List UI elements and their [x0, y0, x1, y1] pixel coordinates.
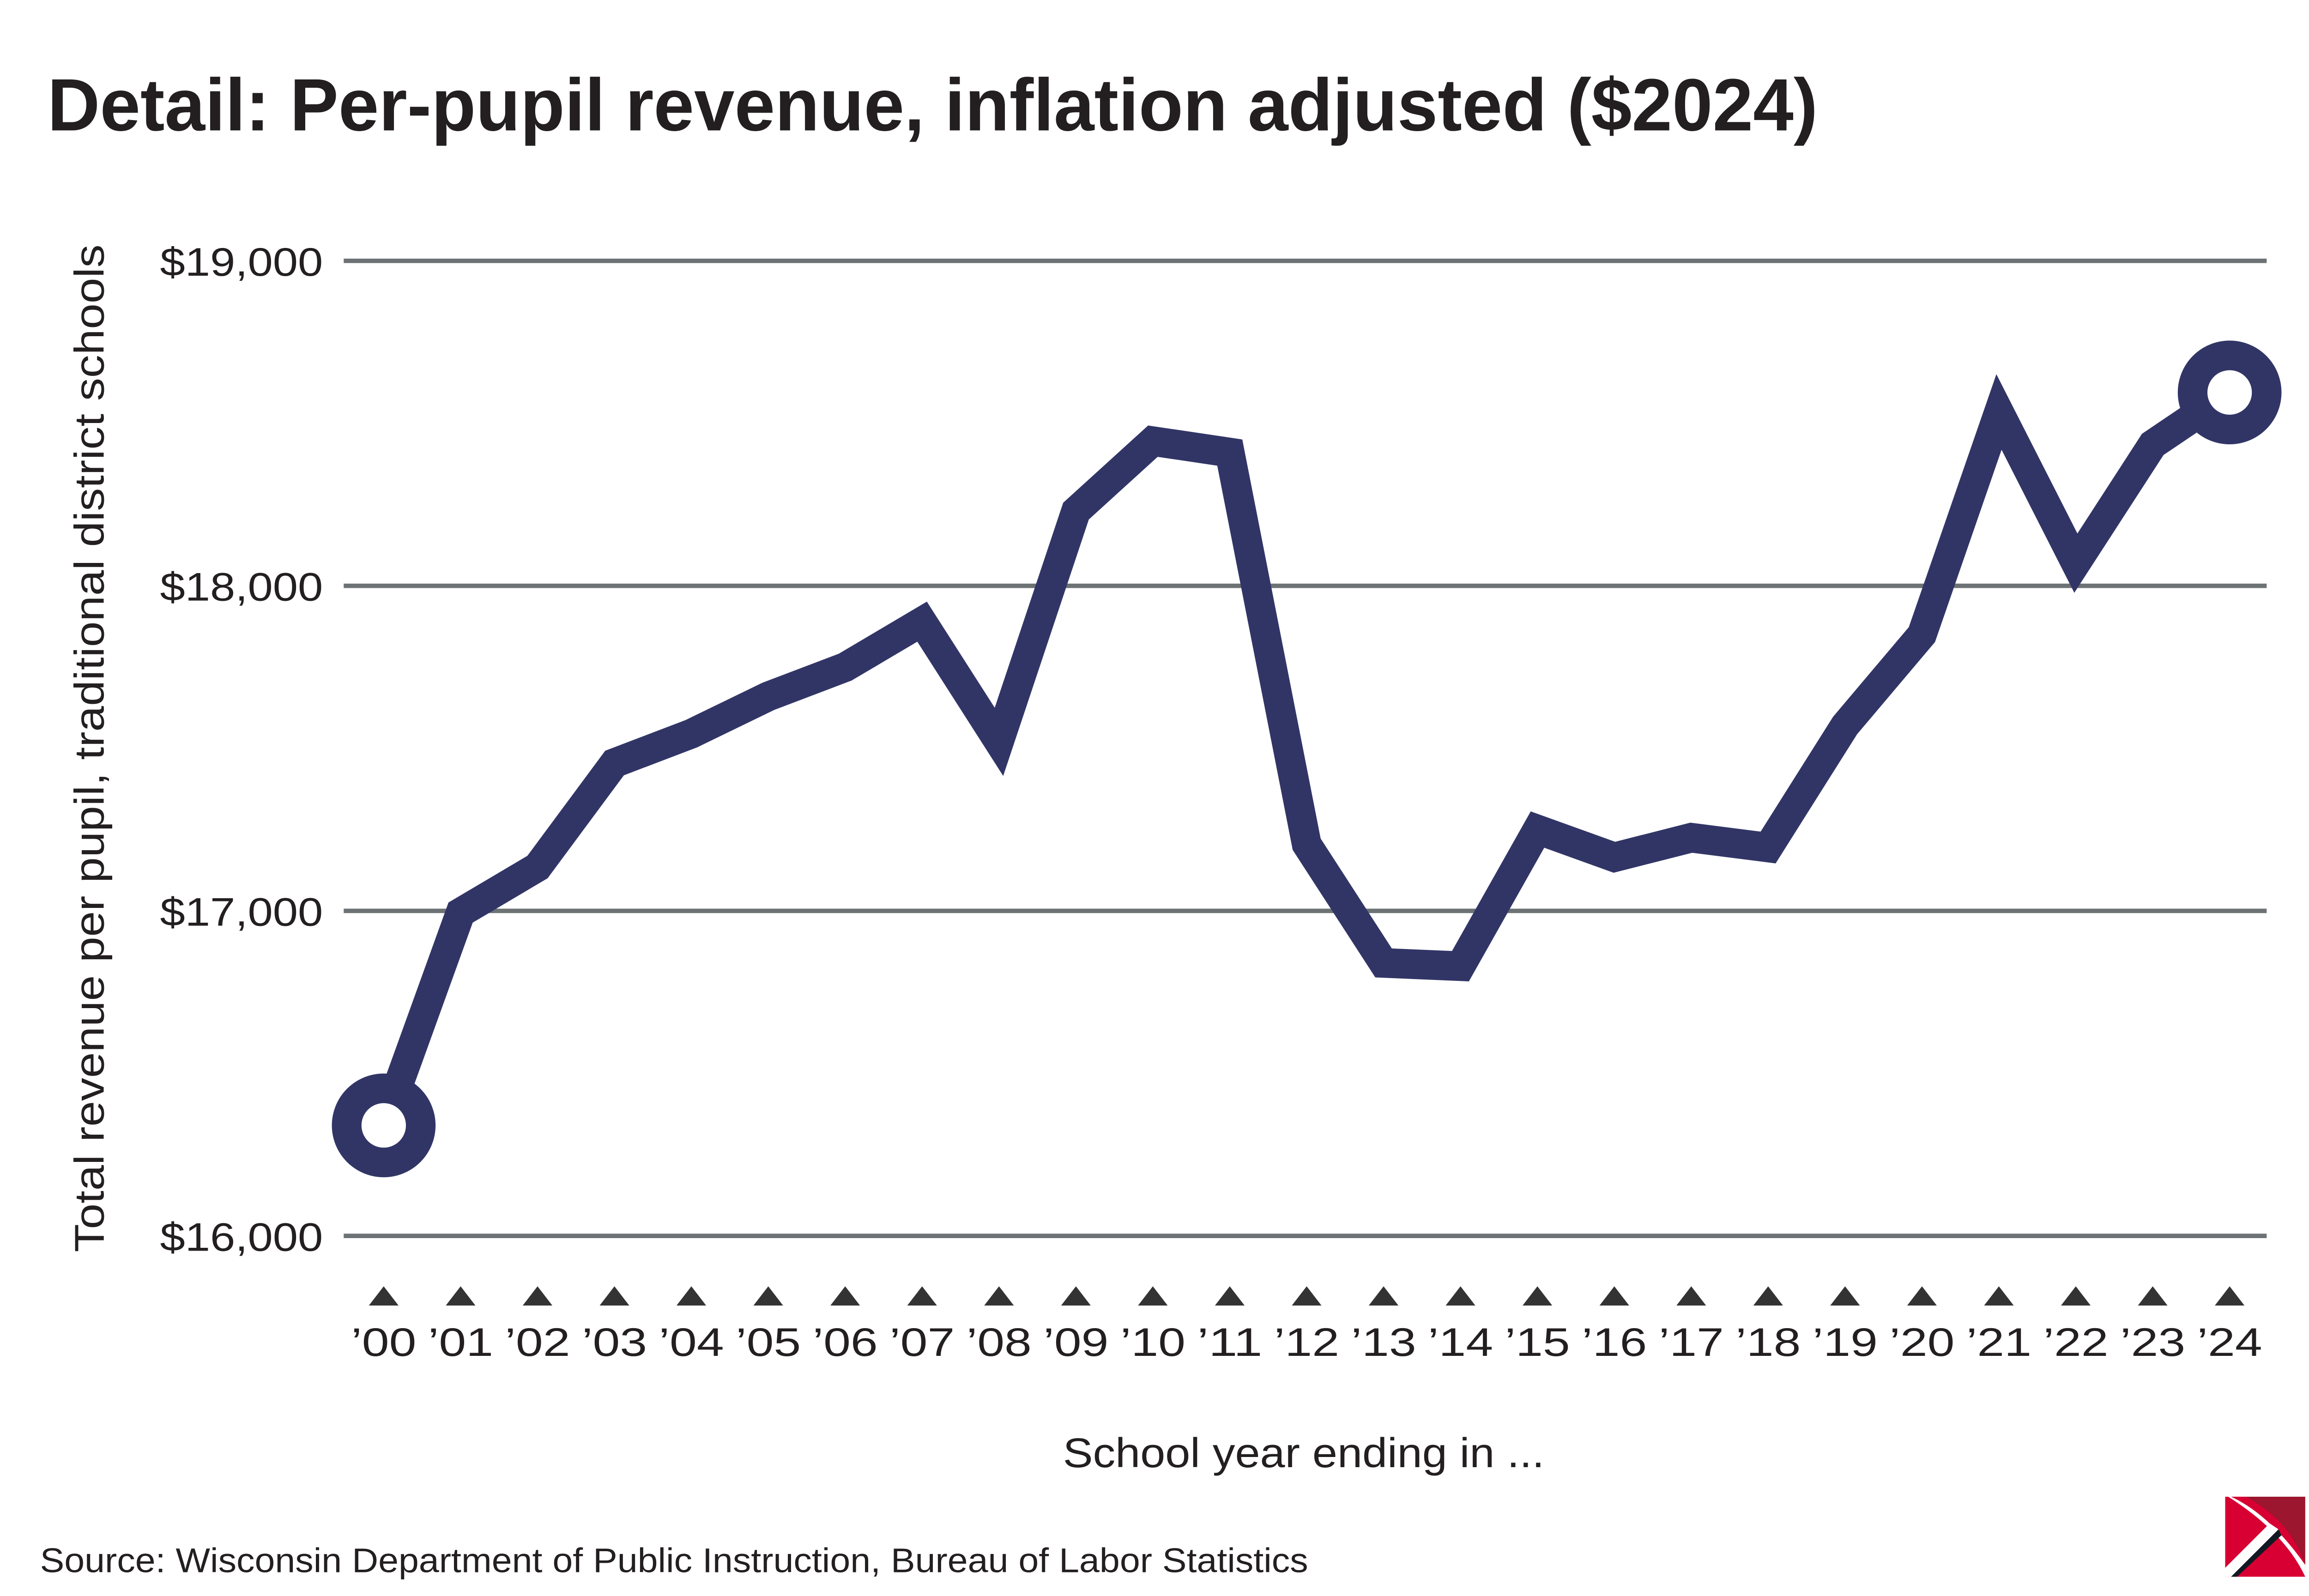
series [332, 340, 2282, 1178]
x-tick-label: ’21 [1966, 1320, 2031, 1365]
x-tick-marker-icon [1907, 1286, 1937, 1306]
x-tick-label: ’15 [1505, 1320, 1570, 1365]
data-point [1768, 847, 1769, 848]
x-tick-marker-icon [446, 1286, 476, 1306]
x-tick-marker-icon [369, 1286, 399, 1306]
x-tick-marker-icon [2138, 1286, 2168, 1306]
x-tick-marker-icon [1445, 1286, 1475, 1306]
x-tick-label: ’10 [1120, 1320, 1185, 1365]
x-tick-marker-icon [2061, 1286, 2091, 1306]
x-tick-labels: ’00 ’01 ’02 ’03 ’04 ’05 ’06’07 ’08’09 ’10 ’11 ’12 ’… [351, 1286, 2262, 1365]
x-tick-marker-icon [522, 1286, 553, 1306]
x-tick-marker-icon [1753, 1286, 1783, 1306]
x-tick-marker-icon [1061, 1286, 1091, 1306]
x-tick-marker-icon [1984, 1286, 2014, 1306]
x-tick-marker-icon [1368, 1286, 1399, 1306]
x-tick-marker-icon [907, 1286, 937, 1306]
x-tick-marker-icon [1830, 1286, 1860, 1306]
x-tick-marker-icon [677, 1286, 707, 1306]
x-tick-label: ’12 [1274, 1320, 1339, 1365]
y-tick-label: $17,000 [160, 890, 323, 934]
y-axis-label: Total revenue per pupil, traditional dis… [67, 244, 113, 1252]
x-tick-marker-icon [984, 1286, 1014, 1306]
x-tick-label: ’05 [736, 1320, 801, 1365]
y-tick-label: $18,000 [160, 565, 323, 610]
x-tick-label: ’14 [1428, 1320, 1493, 1365]
x-tick-label: ’19 [1813, 1320, 1878, 1365]
data-point [1537, 829, 1538, 830]
data-point [2152, 444, 2153, 445]
chart-title: Detail: Per-pupil revenue, inflation adj… [48, 63, 1818, 146]
x-tick-marker-icon [1523, 1286, 1553, 1306]
x-tick-label: ’11 [1197, 1320, 1262, 1365]
x-tick-label: ’17 [1659, 1320, 1724, 1365]
x-tick-label: ’00 [351, 1320, 416, 1365]
x-tick-label: ’23 [2120, 1320, 2185, 1365]
source-note: Source: Wisconsin Department of Public I… [40, 1542, 1308, 1580]
x-tick-label: ’06 [813, 1320, 878, 1365]
data-point [1306, 844, 1307, 845]
endpoint-marker [332, 1073, 436, 1178]
x-tick-label: ’03 [582, 1320, 647, 1365]
x-tick-label: ’08 [967, 1320, 1032, 1365]
x-tick-marker-icon [1292, 1286, 1322, 1306]
x-tick-label: ’22 [2043, 1320, 2108, 1365]
x-tick-marker-icon [753, 1286, 783, 1306]
endpoint-marker [2177, 340, 2282, 445]
x-tick-label: ’01 [428, 1320, 493, 1365]
data-point [1460, 966, 1461, 967]
x-tick-marker-icon [1138, 1286, 1168, 1306]
x-tick-label: ’20 [1889, 1320, 1954, 1365]
x-tick-label: ’13 [1351, 1320, 1416, 1365]
gridlines [344, 258, 2267, 1239]
x-tick-marker-icon [1215, 1286, 1245, 1306]
x-tick-marker-icon [1676, 1286, 1706, 1306]
x-axis-label: School year ending in ... [1063, 1430, 1545, 1476]
x-tick-label: ’07 [889, 1320, 955, 1365]
x-tick-label: ’24 [2197, 1320, 2262, 1365]
x-tick-label: ’04 [659, 1320, 724, 1365]
x-tick-label: ’02 [505, 1320, 570, 1365]
y-tick-label: $19,000 [160, 240, 323, 284]
x-tick-label: ’09 [1043, 1320, 1108, 1365]
x-tick-marker-icon [599, 1286, 629, 1306]
x-tick-marker-icon [1599, 1286, 1629, 1306]
x-tick-label: ’18 [1735, 1320, 1801, 1365]
series-line [369, 374, 2238, 1130]
y-tick-label: $16,000 [160, 1215, 323, 1259]
y-tick-labels: $16,000 $17,000 $18,000 $19,000 [160, 240, 323, 1259]
x-tick-marker-icon [830, 1286, 860, 1306]
logo-icon [2225, 1497, 2305, 1577]
x-tick-marker-icon [2215, 1286, 2245, 1306]
x-tick-label: ’16 [1582, 1320, 1647, 1365]
